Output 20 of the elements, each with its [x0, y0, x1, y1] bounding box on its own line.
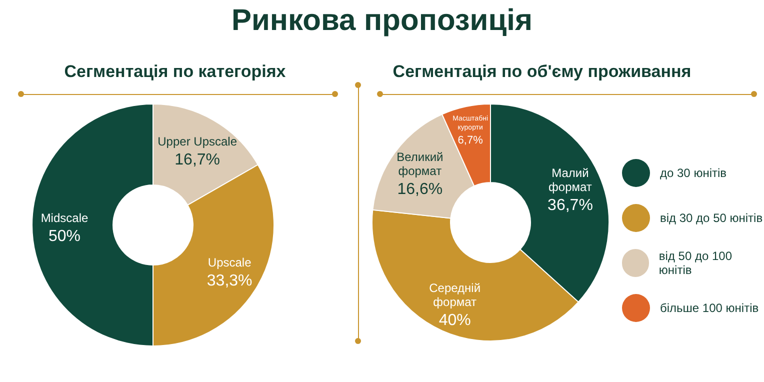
slice-label: Midscale — [40, 211, 88, 225]
slice-label: Upscale — [208, 255, 252, 270]
text: Ринкова пропозиція — [230, 4, 534, 38]
legend-label: від 50 до 100 юнітів — [658, 248, 734, 276]
text: Великий формат — [396, 150, 444, 178]
data-label: 16,7% — [174, 151, 220, 168]
chart-title: Сегментація по категоріях — [63, 62, 287, 82]
text: Малий формат — [548, 166, 592, 194]
data-label: 40% — [438, 312, 471, 330]
data-label: 33,3% — [206, 272, 252, 290]
legend-label: більше 100 юнітів — [660, 300, 759, 314]
data-label: 16,6% — [397, 181, 443, 198]
slice-label: Upper Upscale — [158, 134, 238, 148]
data-label: 6,7% — [458, 134, 484, 147]
legend-label: до 30 юнітів — [660, 166, 727, 180]
chart-title: Сегментація по об'єму проживання — [392, 62, 692, 82]
legend-label: від 30 до 50 юнітів — [660, 210, 763, 224]
data-label: 50% — [48, 228, 81, 245]
data-label: 36,7% — [548, 197, 593, 214]
text: Середній формат — [429, 281, 481, 310]
